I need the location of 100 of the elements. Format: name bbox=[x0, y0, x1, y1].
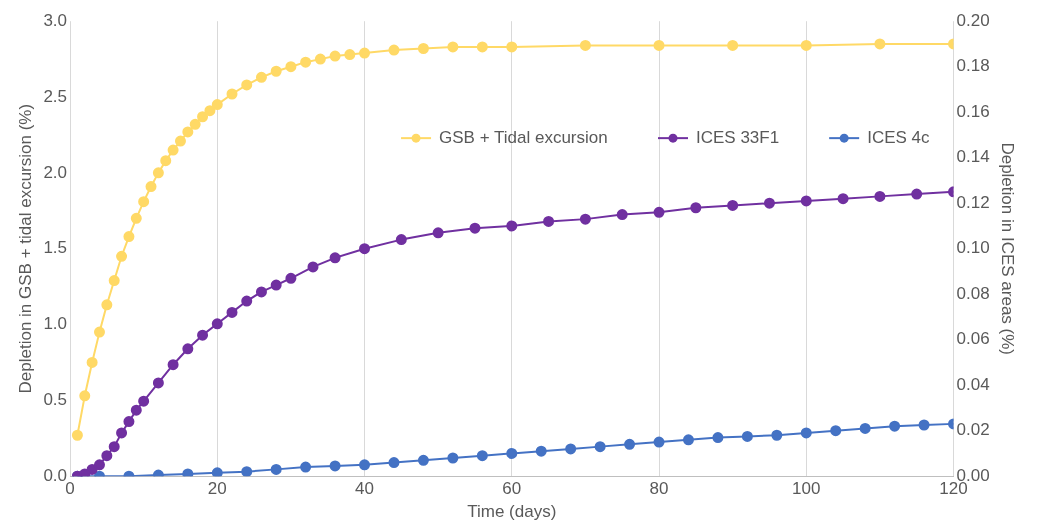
point bbox=[771, 429, 783, 441]
point bbox=[476, 450, 488, 462]
point bbox=[138, 395, 150, 407]
point bbox=[911, 188, 923, 200]
x-tick-label: 20 bbox=[207, 479, 227, 499]
point bbox=[329, 50, 341, 62]
x-axis-title: Time (days) bbox=[467, 502, 557, 522]
point bbox=[255, 286, 267, 298]
point bbox=[130, 404, 142, 416]
point bbox=[226, 306, 238, 318]
point bbox=[116, 250, 128, 262]
x-tick-label: 60 bbox=[502, 479, 522, 499]
y-tick-label: 2.5 bbox=[43, 86, 68, 106]
point bbox=[182, 126, 194, 138]
point bbox=[624, 438, 636, 450]
point bbox=[197, 111, 209, 123]
point bbox=[108, 441, 120, 453]
x-tick-label: 40 bbox=[355, 479, 374, 499]
point bbox=[300, 461, 312, 473]
point bbox=[874, 38, 886, 50]
point bbox=[506, 41, 518, 53]
point bbox=[167, 359, 179, 371]
point bbox=[86, 356, 98, 368]
point bbox=[211, 318, 223, 330]
point bbox=[285, 272, 297, 284]
point bbox=[535, 445, 547, 457]
point bbox=[830, 425, 842, 437]
point bbox=[344, 49, 356, 61]
point bbox=[763, 197, 775, 209]
point bbox=[79, 390, 91, 402]
point bbox=[800, 195, 812, 207]
point bbox=[270, 65, 282, 77]
point bbox=[690, 202, 702, 214]
point bbox=[152, 377, 164, 389]
point bbox=[241, 295, 253, 307]
point bbox=[388, 44, 400, 56]
y2-tick-label: 0.18 bbox=[956, 56, 990, 76]
point bbox=[71, 429, 83, 441]
point bbox=[653, 436, 665, 448]
point bbox=[859, 422, 871, 434]
point bbox=[359, 47, 371, 59]
point bbox=[130, 212, 142, 224]
point bbox=[79, 468, 91, 477]
point bbox=[506, 447, 518, 459]
point bbox=[189, 118, 201, 130]
point bbox=[204, 105, 216, 117]
point bbox=[211, 99, 223, 111]
y2-axis-title: Depletion in ICES areas (%) bbox=[998, 142, 1018, 355]
y-tick-label: 3.0 bbox=[43, 10, 68, 30]
legend-label: ICES 4c bbox=[867, 127, 931, 147]
y-tick-label: 1.5 bbox=[43, 238, 68, 258]
x-tick-label: 0 bbox=[65, 479, 75, 499]
point bbox=[417, 454, 429, 466]
point bbox=[447, 41, 459, 53]
x-tick-label: 80 bbox=[649, 479, 669, 499]
point bbox=[314, 53, 326, 65]
point bbox=[255, 71, 267, 83]
point bbox=[594, 441, 606, 453]
point bbox=[727, 39, 739, 51]
y2-tick-label: 0.10 bbox=[956, 238, 990, 258]
point bbox=[565, 443, 577, 455]
point bbox=[101, 450, 113, 462]
y2-tick-label: 0.06 bbox=[956, 329, 990, 349]
point bbox=[359, 459, 371, 471]
point bbox=[395, 234, 407, 246]
point bbox=[270, 279, 282, 291]
point bbox=[329, 252, 341, 264]
point bbox=[152, 167, 164, 179]
y2-tick-label: 0.20 bbox=[956, 10, 990, 30]
point bbox=[741, 430, 753, 442]
point bbox=[800, 427, 812, 439]
point bbox=[727, 199, 739, 211]
y2-tick-label: 0.12 bbox=[956, 192, 990, 212]
point bbox=[108, 275, 120, 287]
point bbox=[123, 416, 135, 428]
point bbox=[211, 467, 223, 477]
point bbox=[101, 299, 113, 311]
y-tick-label: 2.0 bbox=[43, 162, 68, 182]
point bbox=[138, 196, 150, 208]
point bbox=[300, 56, 312, 68]
point bbox=[712, 432, 724, 444]
point bbox=[682, 434, 694, 446]
point bbox=[241, 79, 253, 91]
point bbox=[837, 193, 849, 205]
y-axis-title: Depletion in GSB + tidal excursion (%) bbox=[15, 103, 35, 394]
point bbox=[579, 213, 591, 225]
point bbox=[93, 459, 105, 471]
point bbox=[93, 326, 105, 338]
point bbox=[174, 135, 186, 147]
point bbox=[432, 227, 444, 239]
point bbox=[160, 155, 172, 167]
legend-label: GSB + Tidal excursion bbox=[439, 127, 608, 147]
y-tick-label: 1.0 bbox=[43, 314, 68, 334]
point bbox=[285, 61, 297, 73]
point bbox=[241, 466, 253, 477]
y2-tick-label: 0.08 bbox=[956, 283, 990, 303]
point bbox=[123, 231, 135, 243]
point bbox=[874, 190, 886, 202]
point bbox=[116, 427, 128, 439]
y-tick-label: 0.5 bbox=[43, 390, 68, 410]
